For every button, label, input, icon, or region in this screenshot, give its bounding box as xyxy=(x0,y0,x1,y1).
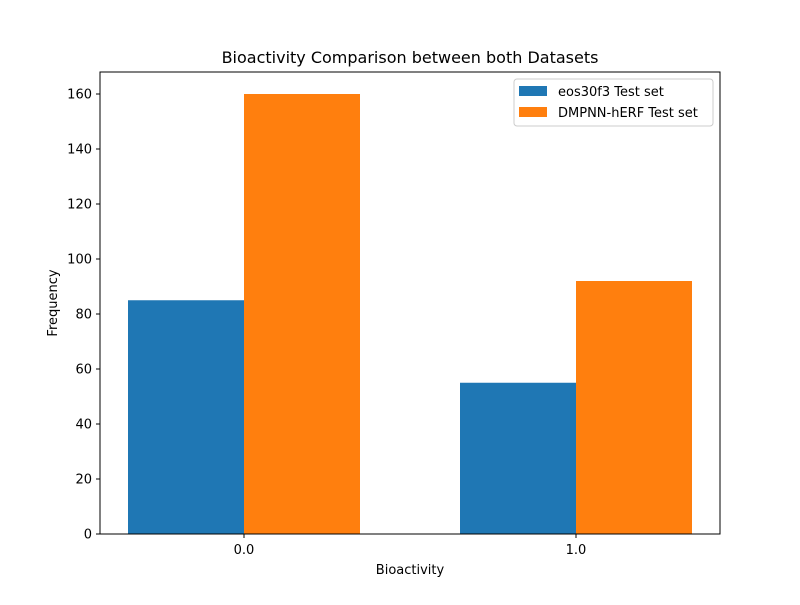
plot-frame xyxy=(99,71,721,535)
bar xyxy=(128,300,244,534)
axes-layer xyxy=(99,71,721,535)
legend-label: DMPNN-hERF Test set xyxy=(558,106,698,121)
y-tick-label: 120 xyxy=(67,198,92,213)
y-tick-label: 80 xyxy=(75,308,92,323)
bar xyxy=(244,94,360,534)
y-tick-label: 0 xyxy=(84,528,92,543)
x-axis-ticks: 0.0 1.0 xyxy=(234,534,587,558)
legend: eos30f3 Test set DMPNN-hERF Test set xyxy=(513,78,714,127)
y-tick-label: 140 xyxy=(67,143,92,158)
y-tick-label: 160 xyxy=(67,88,92,103)
legend-label: eos30f3 Test set xyxy=(558,85,664,100)
y-tick-label: 60 xyxy=(75,363,92,378)
bar xyxy=(460,382,576,534)
x-axis-label: Bioactivity xyxy=(376,563,445,578)
bar xyxy=(576,281,692,534)
legend-box xyxy=(513,78,714,127)
y-tick-label: 40 xyxy=(75,418,92,433)
x-tick-label: 0.0 xyxy=(234,543,255,558)
legend-swatch xyxy=(519,107,547,117)
y-axis-label: Frequency xyxy=(46,269,61,336)
y-axis-ticks: 0 20 40 60 80 100 120 140 160 xyxy=(67,88,100,543)
chart-title: Bioactivity Comparison between both Data… xyxy=(222,48,599,67)
x-tick-label: 1.0 xyxy=(566,543,587,558)
y-tick-label: 20 xyxy=(75,473,92,488)
y-tick-label: 100 xyxy=(67,253,92,268)
bars-layer xyxy=(128,94,692,534)
legend-swatch xyxy=(519,86,547,96)
